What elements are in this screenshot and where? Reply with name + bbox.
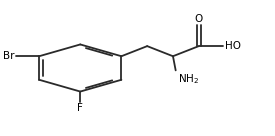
Text: Br: Br [3,51,15,61]
Text: F: F [77,103,83,113]
Text: HO: HO [224,41,241,51]
Text: O: O [195,14,203,24]
Text: NH$_2$: NH$_2$ [178,72,199,86]
